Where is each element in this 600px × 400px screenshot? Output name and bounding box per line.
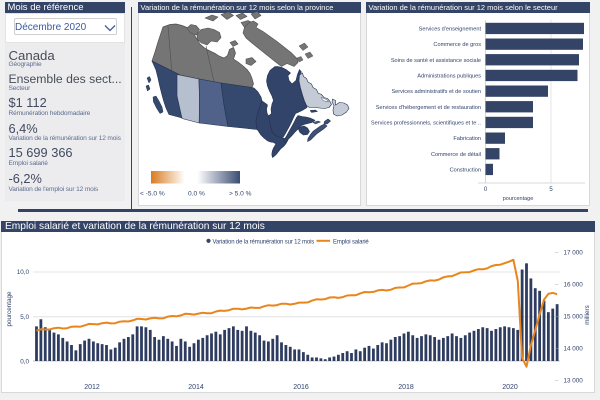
svg-text:10,0: 10,0 bbox=[17, 269, 30, 276]
svg-text:2012: 2012 bbox=[84, 384, 100, 391]
svg-text:2020: 2020 bbox=[502, 384, 518, 391]
svg-text:Administrations publiques: Administrations publiques bbox=[417, 74, 481, 80]
svg-text:pourcentage: pourcentage bbox=[6, 291, 13, 327]
svg-text:–: – bbox=[555, 378, 559, 384]
svg-text:2014: 2014 bbox=[188, 384, 204, 391]
svg-text:> 5.0 %: > 5.0 % bbox=[229, 191, 252, 198]
svg-text:13 000: 13 000 bbox=[564, 377, 584, 384]
svg-text:0.0 %: 0.0 % bbox=[188, 191, 205, 198]
svg-text:Services d'hébergement et de r: Services d'hébergement et de restauratio… bbox=[376, 105, 481, 111]
svg-text:Services administratifs et de: Services administratifs et de soutien bbox=[391, 89, 481, 95]
svg-text:0,0: 0,0 bbox=[20, 359, 29, 366]
svg-text:–: – bbox=[555, 314, 559, 320]
svg-text:Emploi salarié: Emploi salarié bbox=[333, 239, 369, 245]
svg-text:Fabrication: Fabrication bbox=[453, 136, 481, 142]
svg-text:–: – bbox=[555, 346, 559, 352]
svg-text:5: 5 bbox=[549, 187, 553, 193]
svg-text:< -5.0 %: < -5.0 % bbox=[140, 191, 165, 198]
svg-text:Services d'enseignement: Services d'enseignement bbox=[419, 27, 482, 33]
svg-text:pourcentage: pourcentage bbox=[503, 196, 534, 202]
svg-text:Commerce de gros: Commerce de gros bbox=[433, 42, 481, 48]
svg-text:Soins de santé et assistance s: Soins de santé et assistance sociale bbox=[391, 58, 481, 64]
svg-text:14 000: 14 000 bbox=[564, 345, 584, 352]
svg-text:Construction: Construction bbox=[450, 168, 481, 174]
svg-text:15 000: 15 000 bbox=[564, 313, 584, 320]
svg-text:Commerce de détail: Commerce de détail bbox=[431, 152, 481, 158]
svg-text:2018: 2018 bbox=[398, 384, 414, 391]
svg-text:Variation de la rémunération s: Variation de la rémunération sur 12 mois bbox=[213, 239, 315, 245]
svg-text:16 000: 16 000 bbox=[564, 281, 584, 288]
svg-text:5,0: 5,0 bbox=[20, 314, 29, 321]
svg-text:–: – bbox=[555, 250, 559, 256]
svg-text:17 000: 17 000 bbox=[564, 249, 584, 256]
svg-text:–: – bbox=[555, 282, 559, 288]
svg-text:0: 0 bbox=[484, 187, 488, 193]
svg-text:2016: 2016 bbox=[293, 384, 309, 391]
svg-text:milliers: milliers bbox=[584, 305, 591, 325]
svg-text:Services professionnels, scien: Services professionnels, scientifiques e… bbox=[371, 121, 482, 127]
